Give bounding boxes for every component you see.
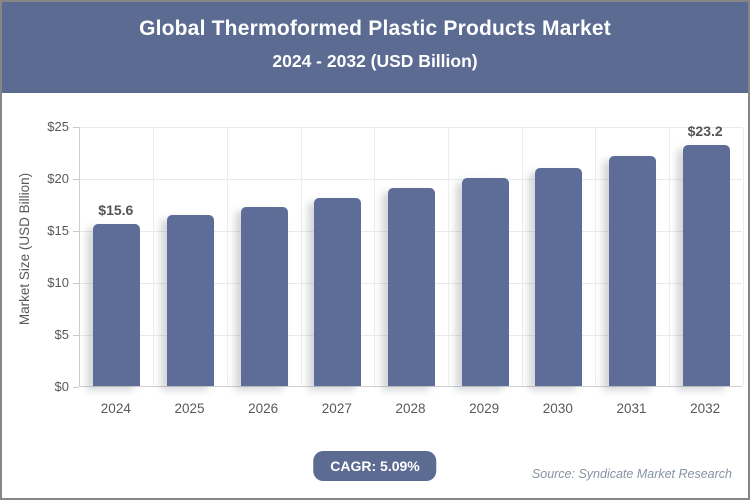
y-tick-label: $0 <box>54 379 69 394</box>
cagr-badge: CAGR: 5.09% <box>313 451 437 481</box>
x-tick-label: 2025 <box>174 401 205 416</box>
v-gridline <box>226 127 228 386</box>
y-tick-label: $10 <box>47 275 69 290</box>
x-tick-label: 2027 <box>321 401 352 416</box>
x-tick-label: 2031 <box>616 401 647 416</box>
v-gridline <box>595 127 597 386</box>
y-tick-label: $25 <box>47 119 69 134</box>
v-gridline <box>300 127 302 386</box>
x-tick-label: 2026 <box>248 401 279 416</box>
chart-title: Global Thermoformed Plastic Products Mar… <box>139 17 611 40</box>
v-gridline <box>153 127 155 386</box>
x-tick-label: 2024 <box>100 401 131 416</box>
bar-2031 <box>609 156 656 386</box>
v-gridline <box>742 127 744 386</box>
y-tick-mark <box>73 335 79 336</box>
x-tick-label: 2029 <box>469 401 500 416</box>
plot-area <box>79 126 744 387</box>
bar-2026 <box>240 207 288 386</box>
y-tick-mark <box>73 283 79 284</box>
v-gridline <box>668 127 670 386</box>
y-tick-label: $20 <box>47 171 69 186</box>
chart-header: Global Thermoformed Plastic Products Mar… <box>2 2 748 93</box>
v-gridline <box>447 127 449 386</box>
h-gridline <box>80 126 742 128</box>
bar-2025 <box>167 215 214 386</box>
bar-value-label: $23.2 <box>687 122 723 139</box>
bar-2029 <box>461 178 509 386</box>
y-tick-mark <box>73 387 79 388</box>
h-gridline <box>80 178 742 180</box>
y-tick-mark <box>73 179 79 180</box>
bar-2024 <box>93 223 141 386</box>
bar-value-label: $15.6 <box>98 201 134 218</box>
v-gridline <box>374 127 376 386</box>
chart-subtitle: 2024 - 2032 (USD Billion) <box>272 51 478 71</box>
y-tick-label: $15 <box>47 223 69 238</box>
source-text: Source: Syndicate Market Research <box>531 467 732 481</box>
x-tick-label: 2028 <box>395 401 426 416</box>
bar-2028 <box>388 188 435 386</box>
bar-2032 <box>682 144 730 386</box>
y-tick-mark <box>73 127 79 128</box>
x-tick-label: 2030 <box>542 401 573 416</box>
y-tick-label: $5 <box>54 327 69 342</box>
v-gridline <box>521 127 523 386</box>
x-tick-label: 2032 <box>690 401 721 416</box>
bar-2030 <box>535 167 583 386</box>
bar-2027 <box>314 197 362 386</box>
y-tick-mark <box>73 231 79 232</box>
